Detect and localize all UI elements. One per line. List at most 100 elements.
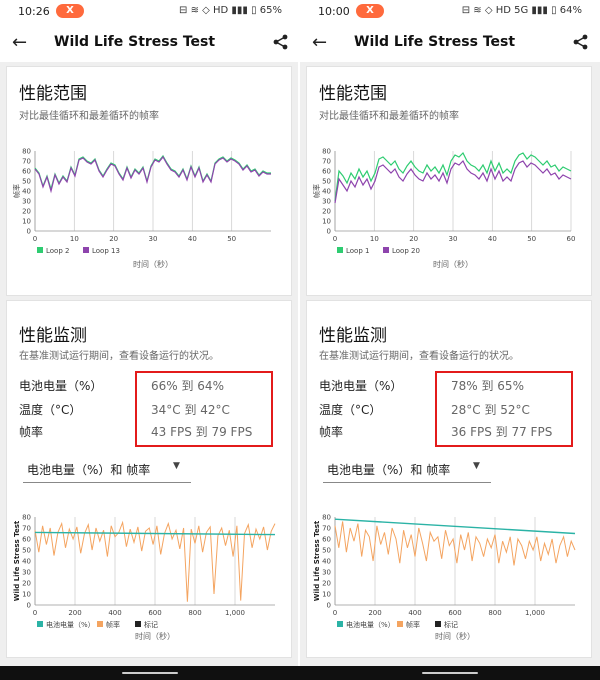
legend-swatch — [435, 621, 441, 627]
x-tick-label: 40 — [488, 235, 497, 243]
x-tick-label: 0 — [333, 609, 337, 617]
y-tick-label: 60 — [322, 536, 331, 544]
back-arrow-icon[interactable]: ← — [312, 32, 328, 53]
y-tick-label: 40 — [322, 188, 331, 196]
battery-line — [334, 518, 576, 535]
home-indicator-left[interactable] — [122, 672, 178, 674]
status-icons: ⊟ ≋ ◇ HD 5G ▮▮▮ ▯ 64% — [461, 5, 582, 16]
recording-pill-icon[interactable]: X — [356, 4, 384, 18]
status-time: 10:26 — [18, 5, 50, 18]
page-title: Wild Life Stress Test — [54, 34, 216, 50]
x-tick-label: 10 — [370, 235, 379, 243]
x-tick-label: 600 — [448, 609, 461, 617]
metric-dropdown[interactable]: 电池电量（%）和 帧率 ▼ — [323, 459, 491, 483]
y-tick-label: 10 — [22, 591, 31, 599]
y-tick-label: 70 — [322, 525, 331, 533]
monitor-row-label: 温度（°C） — [19, 403, 82, 417]
y-axis-label: Wild Life Stress Test — [313, 520, 321, 601]
framerate-line — [334, 521, 576, 566]
x-tick-label: 0 — [33, 235, 37, 243]
monitor-chart: 0 10 20 30 40 50 60 70 80 0 200 400 600 800 1,000 Wild … — [307, 501, 593, 659]
chevron-down-icon: ▼ — [173, 461, 180, 471]
x-tick-label: 400 — [408, 609, 421, 617]
range-subtitle: 对比最佳循环和最差循环的帧率 — [319, 111, 459, 122]
y-tick-label: 10 — [322, 218, 331, 226]
y-tick-label: 50 — [322, 547, 331, 555]
highlight-box — [435, 371, 573, 447]
y-tick-label: 0 — [327, 602, 331, 610]
monitor-title: 性能监测 — [19, 326, 87, 346]
performance-range-card: 性能范围 对比最佳循环和最差循环的帧率 0 10 20 30 40 50 60 70 80 0 10 20… — [6, 66, 292, 296]
phone-screen-right: 10:00 X ⊟ ≋ ◇ HD 5G ▮▮▮ ▯ 64% ← Wild Life St… — [300, 0, 600, 680]
legend-swatch — [37, 621, 43, 627]
monitor-row-label: 温度（°C） — [319, 403, 382, 417]
x-tick-label: 1,000 — [525, 609, 545, 617]
performance-range-card: 性能范围 对比最佳循环和最差循环的帧率 0 10 20 30 40 50 60 70 80 0 10 20… — [306, 66, 592, 296]
y-tick-label: 40 — [22, 188, 31, 196]
x-tick-label: 800 — [488, 609, 501, 617]
status-bar: 10:00 X ⊟ ≋ ◇ HD 5G ▮▮▮ ▯ 64% — [300, 0, 600, 24]
y-tick-label: 60 — [22, 536, 31, 544]
legend-label: Loop 13 — [92, 247, 120, 255]
y-tick-label: 70 — [22, 525, 31, 533]
x-tick-label: 30 — [449, 235, 458, 243]
dropdown-selected-value: 电池电量（%）和 帧率 — [327, 463, 451, 477]
y-tick-label: 80 — [322, 514, 331, 522]
y-tick-label: 30 — [22, 569, 31, 577]
legend-label: 标记 — [144, 620, 158, 629]
app-bar: ← Wild Life Stress Test — [0, 24, 298, 62]
recording-pill-icon[interactable]: X — [56, 4, 84, 18]
system-nav-bar — [0, 666, 600, 680]
x-tick-label: 1,000 — [225, 609, 245, 617]
share-icon[interactable] — [272, 33, 290, 51]
monitor-row-label: 电池电量（%） — [19, 379, 103, 393]
legend-swatch — [97, 621, 103, 627]
legend-swatch — [37, 247, 43, 253]
y-tick-label: 10 — [322, 591, 331, 599]
page-title: Wild Life Stress Test — [354, 34, 516, 50]
x-tick-label: 0 — [333, 235, 337, 243]
legend-swatch — [337, 247, 343, 253]
monitor-row-label: 帧率 — [19, 425, 44, 439]
y-tick-label: 60 — [322, 168, 331, 176]
x-tick-label: 60 — [567, 235, 576, 243]
legend-swatch — [83, 247, 89, 253]
x-tick-label: 50 — [527, 235, 536, 243]
app-bar: ← Wild Life Stress Test — [300, 24, 600, 62]
monitor-row-label: 电池电量（%） — [319, 379, 403, 393]
status-icons: ⊟ ≋ ◇ HD ▮▮▮ ▯ 65% — [179, 5, 282, 16]
monitor-row-value: 36 FPS 到 77 FPS — [451, 425, 553, 439]
y-tick-label: 50 — [22, 178, 31, 186]
status-bar: 10:26 X ⊟ ≋ ◇ HD ▮▮▮ ▯ 65% — [0, 0, 298, 24]
x-axis-label: 时间（秒） — [135, 631, 175, 641]
y-tick-label: 70 — [322, 158, 331, 166]
share-icon[interactable] — [572, 33, 590, 51]
x-tick-label: 400 — [108, 609, 121, 617]
y-tick-label: 40 — [22, 558, 31, 566]
y-tick-label: 30 — [22, 198, 31, 206]
legend-swatch — [135, 621, 141, 627]
y-tick-label: 20 — [22, 580, 31, 588]
dropdown-selected-value: 电池电量（%）和 帧率 — [27, 463, 151, 477]
range-title: 性能范围 — [19, 84, 87, 104]
metric-dropdown[interactable]: 电池电量（%）和 帧率 ▼ — [23, 459, 191, 483]
x-tick-label: 30 — [149, 235, 158, 243]
monitor-row-value: 28°C 到 52°C — [451, 403, 530, 417]
x-axis-label: 时间（秒） — [433, 259, 473, 269]
performance-monitor-card: 性能监测 在基准测试运行期间，查看设备运行的状况。 电池电量（%） 78% 到 65%… — [306, 300, 592, 658]
y-axis-label: 帧率 — [312, 184, 321, 198]
battery-line — [34, 531, 276, 536]
back-arrow-icon[interactable]: ← — [12, 32, 28, 53]
home-indicator-right[interactable] — [422, 672, 478, 674]
phone-screen-left: 10:26 X ⊟ ≋ ◇ HD ▮▮▮ ▯ 65% ← Wild Life Stres… — [0, 0, 300, 680]
y-tick-label: 80 — [22, 148, 31, 156]
x-tick-label: 0 — [33, 609, 37, 617]
range-title: 性能范围 — [319, 84, 387, 104]
legend-label: Loop 2 — [46, 247, 69, 255]
series-line-1 — [334, 151, 572, 202]
y-tick-label: 60 — [22, 168, 31, 176]
